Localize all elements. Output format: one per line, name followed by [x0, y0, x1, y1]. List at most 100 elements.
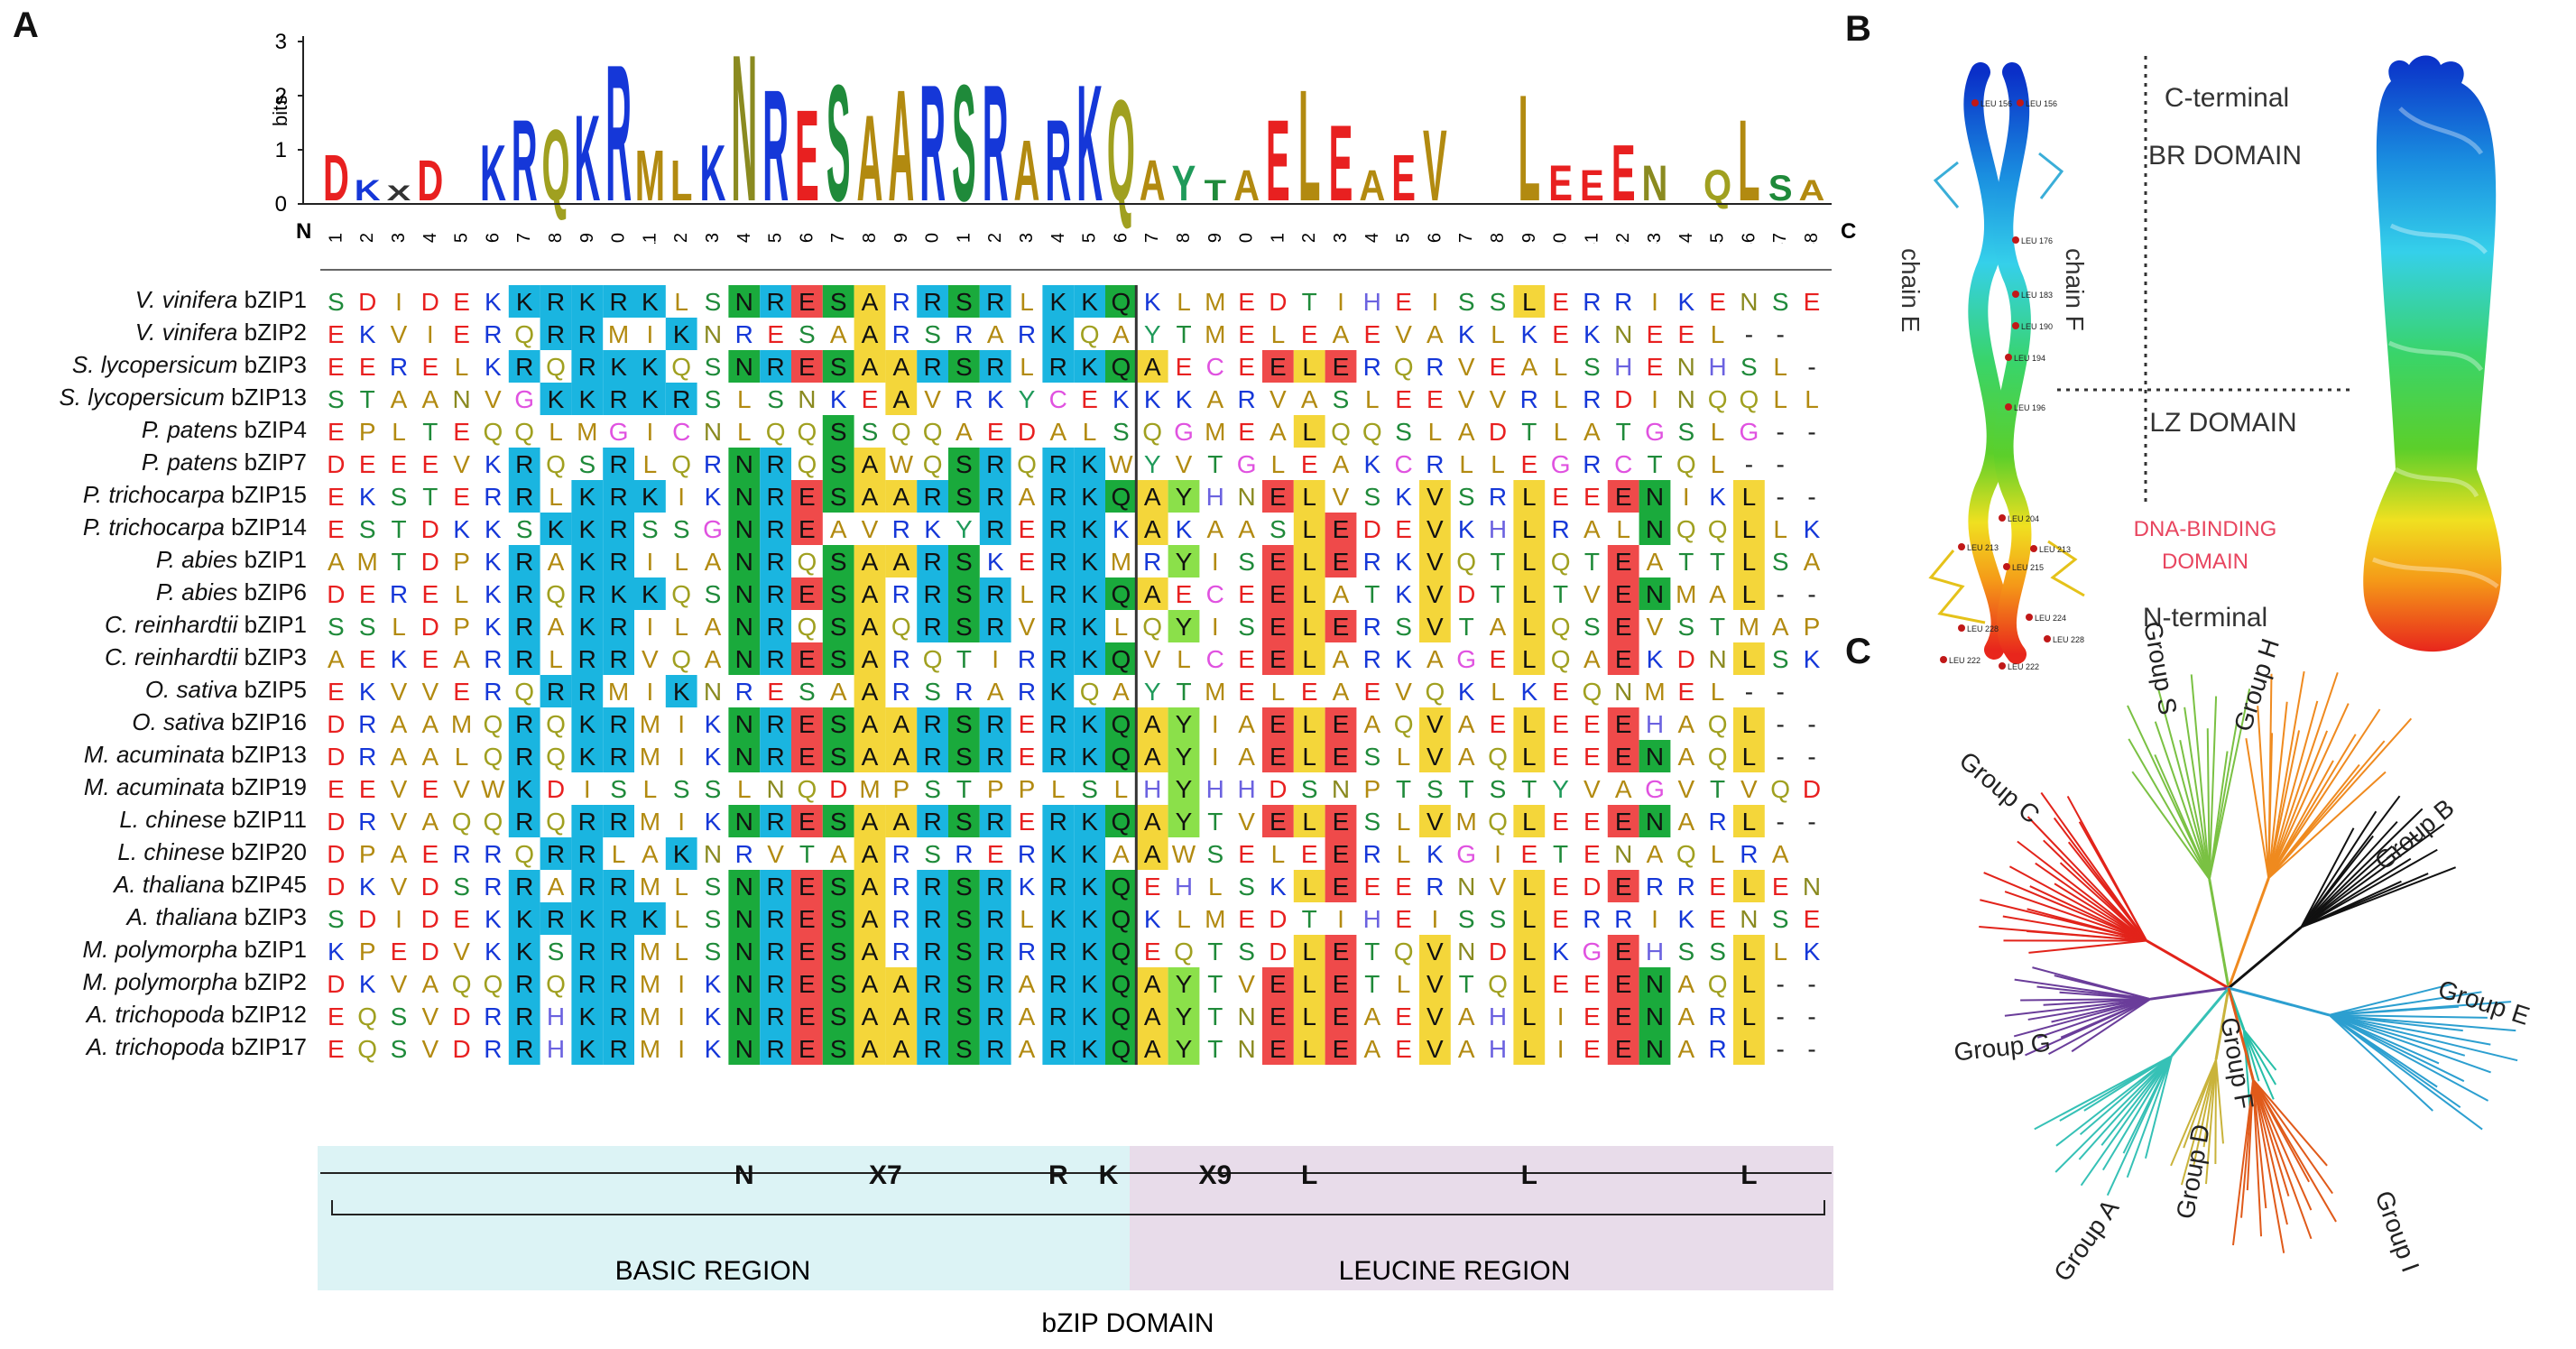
alignment-residue: E: [328, 320, 345, 348]
tree-branch: [2215, 1059, 2224, 1144]
alignment-residue: E: [1490, 353, 1507, 381]
alignment-residue: Q: [923, 418, 943, 446]
alignment-cell-bg: [948, 350, 980, 383]
alignment-residue: T: [1207, 450, 1223, 478]
alignment-residue: V: [1270, 385, 1287, 413]
logo-position-label: 35: [1394, 233, 1414, 244]
alignment-residue: K: [642, 288, 659, 316]
alignment-cell-bg: [822, 285, 854, 318]
alignment-residue: R: [986, 288, 1004, 316]
alignment-cell-bg: [1042, 350, 1075, 383]
alignment-residue: E: [1363, 320, 1380, 348]
species-label: M. acuminata bZIP19: [84, 773, 307, 801]
alignment-cell-bg: [791, 285, 823, 318]
alignment-residue: L: [737, 418, 752, 446]
alignment-cell-bg: [728, 285, 761, 318]
alignment-residue: E: [1677, 320, 1694, 348]
alignment-residue: K: [642, 385, 659, 413]
alignment-residue: L: [1805, 385, 1819, 413]
alignment-residue: S: [956, 288, 973, 316]
alignment-cell-bg: [508, 480, 540, 513]
alignment-residue: K: [830, 385, 847, 413]
species-name: P. trichocarpa: [82, 513, 225, 541]
species-label: P. abies bZIP6: [156, 578, 307, 606]
species-label: M. polymorpha bZIP1: [82, 936, 307, 964]
gene-name: bZIP6: [237, 578, 307, 605]
alignment-residue: G: [1740, 418, 1759, 446]
alignment-cell-bg: [979, 448, 1011, 480]
alignment-residue: C: [1049, 385, 1067, 413]
species-name: S. lycopersicum: [59, 383, 225, 411]
logo-ytick-label: 3: [275, 30, 287, 54]
alignment-cell-bg: [540, 383, 572, 415]
logo-position-label: 33: [1331, 233, 1351, 244]
logo-position-label: 20: [923, 233, 943, 244]
alignment-residue: K: [642, 483, 659, 511]
alignment-residue: H: [1363, 288, 1381, 316]
alignment-cell-bg: [571, 285, 604, 318]
alignment-residue: L: [549, 418, 563, 446]
alignment-residue: G: [1551, 450, 1571, 478]
logo-letter: K: [355, 174, 381, 207]
alignment-residue: A: [862, 320, 879, 348]
alignment-residue: S: [862, 418, 879, 446]
logo-position-label: 1: [326, 233, 346, 243]
logo-position-label: 15: [766, 233, 786, 244]
alignment-residue: R: [1049, 353, 1067, 381]
alignment-residue: E: [1238, 418, 1255, 446]
gene-name: bZIP16: [224, 708, 307, 735]
logo-position-label: 46: [1739, 233, 1759, 244]
alignment-residue: L: [1773, 353, 1787, 381]
alignment-residue: S: [830, 288, 847, 316]
alignment-residue: S: [705, 385, 722, 413]
alignment-residue: E: [1395, 385, 1412, 413]
logo-position-label: 34: [1362, 233, 1382, 244]
logo-position-label: 44: [1676, 233, 1696, 244]
tree-branch: [2329, 1013, 2491, 1046]
panel-c-label: C: [1845, 632, 1871, 671]
logo-position-label: 21: [954, 233, 974, 244]
species-label: A. thaliana bZIP3: [127, 903, 307, 931]
alignment-residue: S: [924, 320, 941, 348]
alignment-residue: M: [1205, 320, 1225, 348]
alignment-residue: R: [892, 288, 910, 316]
species-label: L. chinese bZIP20: [117, 838, 307, 866]
alignment-cell-bg: [1042, 318, 1075, 350]
alignment-cell-bg: [1042, 448, 1075, 480]
alignment-residue: R: [1583, 450, 1601, 478]
alignment-residue: R: [609, 483, 627, 511]
logo-letter: A: [1799, 174, 1825, 207]
species-label: P. trichocarpa bZIP14: [83, 513, 307, 541]
alignment-residue: R: [892, 320, 910, 348]
species-name: A. trichopoda: [86, 1033, 225, 1060]
logo-position-label: 29: [1205, 233, 1225, 244]
alignment-residue: L: [1020, 288, 1034, 316]
alignment-residue: A: [892, 385, 909, 413]
species-label: S. lycopersicum bZIP3: [72, 351, 307, 379]
alignment-residue: K: [1363, 450, 1380, 478]
alignment-residue: S: [830, 418, 847, 446]
alignment-residue: -: [1807, 353, 1815, 381]
alignment-residue: V: [924, 385, 941, 413]
logo-letter: E: [1391, 143, 1416, 215]
alignment-residue: R: [578, 353, 596, 381]
alignment-residue: R: [1426, 450, 1444, 478]
alignment-residue: G: [1237, 450, 1257, 478]
tree-branch: [2034, 1055, 2173, 1131]
tree-group-label: Group H: [2229, 635, 2285, 735]
species-name: C. reinhardtii: [105, 643, 238, 670]
alignment-residue: L: [643, 450, 658, 478]
alignment-residue: V: [1490, 385, 1507, 413]
alignment-residue: S: [956, 450, 973, 478]
alignment-cell-bg: [854, 318, 886, 350]
alignment-cell-bg: [1074, 285, 1105, 318]
species-label: C. reinhardtii bZIP1: [105, 611, 307, 639]
alignment-cell-bg: [603, 448, 634, 480]
species-name: P. patens: [141, 416, 238, 443]
alignment-residue: D: [1614, 385, 1632, 413]
tree-branch: [2101, 1055, 2173, 1171]
alignment-residue: R: [766, 483, 784, 511]
alignment-residue: R: [547, 288, 565, 316]
alignment-residue: A: [987, 320, 1004, 348]
alignment-residue: E: [328, 418, 345, 446]
